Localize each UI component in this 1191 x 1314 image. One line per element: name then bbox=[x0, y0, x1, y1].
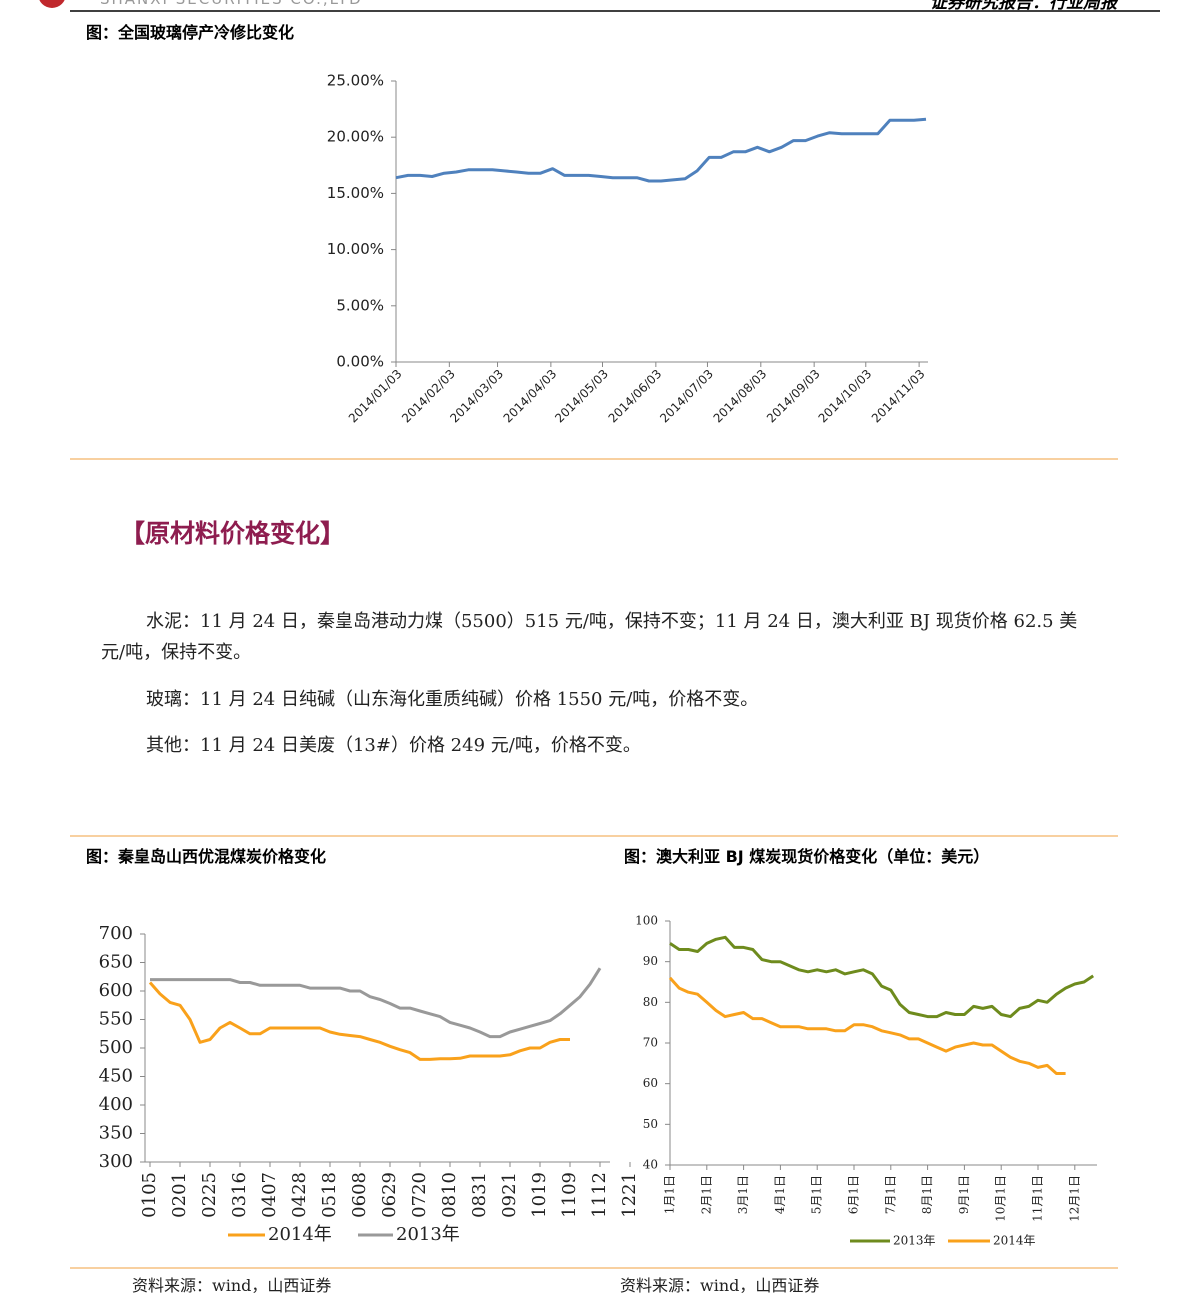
y-tick-label: 0.00% bbox=[336, 353, 384, 371]
x-tick-label: 0608 bbox=[349, 1172, 370, 1218]
x-tick-label: 0316 bbox=[229, 1172, 250, 1218]
series-line bbox=[148, 981, 570, 1061]
source: 资料来源：wind，山西证券 bbox=[620, 1276, 820, 1295]
x-tick-label: 5月1日 bbox=[810, 1175, 824, 1214]
x-tick-label: 0407 bbox=[259, 1172, 280, 1218]
x-tick-label: 12月1日 bbox=[1067, 1175, 1081, 1222]
y-tick-label: 350 bbox=[99, 1123, 133, 1144]
x-tick-label: 0518 bbox=[319, 1172, 340, 1218]
y-tick-label: 5.00% bbox=[336, 296, 384, 314]
header-company: SHANXI SECURITIES CO.,LTD bbox=[100, 0, 363, 8]
legend-label: 2014年 bbox=[268, 1224, 332, 1245]
legend-label: 2013年 bbox=[396, 1224, 460, 1245]
y-tick-label: 20.00% bbox=[327, 128, 384, 146]
y-tick-label: 100 bbox=[635, 914, 658, 928]
y-tick-label: 650 bbox=[99, 952, 133, 973]
series-line bbox=[150, 967, 602, 1039]
x-tick-label: 2014/04/03 bbox=[501, 367, 560, 426]
x-tick-label: 2014/05/03 bbox=[552, 367, 611, 426]
x-tick-label: 1109 bbox=[559, 1172, 580, 1218]
x-tick-label: 7月1日 bbox=[883, 1175, 897, 1214]
series-line bbox=[669, 935, 1095, 1019]
y-tick-label: 600 bbox=[99, 980, 133, 1001]
x-tick-label: 0831 bbox=[469, 1172, 490, 1218]
x-tick-label: 2014/06/03 bbox=[606, 367, 665, 426]
x-tick-label: 1月1日 bbox=[663, 1175, 677, 1214]
y-tick-label: 700 bbox=[99, 923, 133, 944]
x-tick-label: 0105 bbox=[139, 1172, 160, 1218]
figure-caption: 图：澳大利亚 BJ 煤炭现货价格变化（单位：美元） bbox=[624, 847, 990, 866]
logo bbox=[39, 0, 65, 8]
source: 资料来源：wind，山西证券 bbox=[132, 1276, 332, 1295]
x-tick-label: 2014/10/03 bbox=[816, 367, 875, 426]
x-tick-label: 0921 bbox=[499, 1172, 520, 1218]
x-tick-label: 2014/11/03 bbox=[869, 367, 928, 426]
x-tick-label: 1221 bbox=[619, 1172, 640, 1218]
y-tick-label: 80 bbox=[643, 995, 658, 1009]
x-tick-label: 3月1日 bbox=[736, 1175, 750, 1214]
x-tick-label: 0810 bbox=[439, 1172, 460, 1218]
y-tick-label: 450 bbox=[99, 1066, 133, 1087]
figure-caption: 图：秦皇岛山西优混煤炭价格变化 bbox=[86, 847, 327, 866]
header-report-type: 证券研究报告：行业周报 bbox=[930, 0, 1117, 13]
y-tick-label: 300 bbox=[99, 1151, 133, 1172]
y-tick-label: 550 bbox=[99, 1009, 133, 1030]
section-heading: 【原材料价格变化】 bbox=[120, 519, 346, 548]
y-tick-label: 50 bbox=[643, 1117, 658, 1131]
y-tick-label: 70 bbox=[643, 1036, 658, 1050]
x-tick-label: 6月1日 bbox=[847, 1175, 861, 1214]
x-tick-label: 8月1日 bbox=[920, 1175, 934, 1214]
x-tick-label: 0201 bbox=[169, 1172, 190, 1218]
x-tick-label: 2014/08/03 bbox=[711, 367, 770, 426]
legend-label: 2014年 bbox=[993, 1234, 1036, 1248]
x-tick-label: 10月1日 bbox=[994, 1175, 1008, 1222]
legend-label: 2013年 bbox=[893, 1234, 936, 1248]
paragraph: 其他：11 月 24 日美废（13#）价格 249 元/吨，价格不变。 bbox=[146, 735, 641, 756]
x-tick-label: 0428 bbox=[289, 1172, 310, 1218]
y-tick-label: 15.00% bbox=[327, 184, 384, 202]
x-tick-label: 2月1日 bbox=[699, 1175, 713, 1214]
x-tick-label: 1112 bbox=[589, 1172, 610, 1218]
y-tick-label: 90 bbox=[643, 954, 658, 968]
x-tick-label: 2014/07/03 bbox=[657, 367, 716, 426]
x-tick-label: 0225 bbox=[199, 1172, 220, 1218]
x-tick-label: 2014/01/03 bbox=[346, 367, 405, 426]
x-tick-label: 0720 bbox=[409, 1172, 430, 1218]
y-tick-label: 500 bbox=[99, 1037, 133, 1058]
x-tick-label: 4月1日 bbox=[773, 1175, 787, 1214]
y-tick-label: 60 bbox=[643, 1076, 658, 1090]
y-tick-label: 10.00% bbox=[327, 240, 384, 258]
figure-caption: 图：全国玻璃停产冷修比变化 bbox=[86, 23, 295, 42]
x-tick-label: 0629 bbox=[379, 1172, 400, 1218]
x-tick-label: 11月1日 bbox=[1031, 1175, 1045, 1222]
x-tick-label: 1019 bbox=[529, 1172, 550, 1218]
series-line bbox=[395, 117, 927, 183]
y-tick-label: 400 bbox=[99, 1094, 133, 1115]
y-tick-label: 40 bbox=[643, 1158, 658, 1172]
series-line bbox=[668, 976, 1066, 1075]
paragraph: 玻璃：11 月 24 日纯碱（山东海化重质纯碱）价格 1550 元/吨，价格不变… bbox=[146, 689, 759, 710]
y-tick-label: 25.00% bbox=[327, 72, 384, 90]
x-tick-label: 9月1日 bbox=[957, 1175, 971, 1214]
x-tick-label: 2014/09/03 bbox=[764, 367, 823, 426]
paragraph: 水泥：11 月 24 日，秦皇岛港动力煤（5500）515 元/吨，保持不变；1… bbox=[101, 611, 1078, 663]
